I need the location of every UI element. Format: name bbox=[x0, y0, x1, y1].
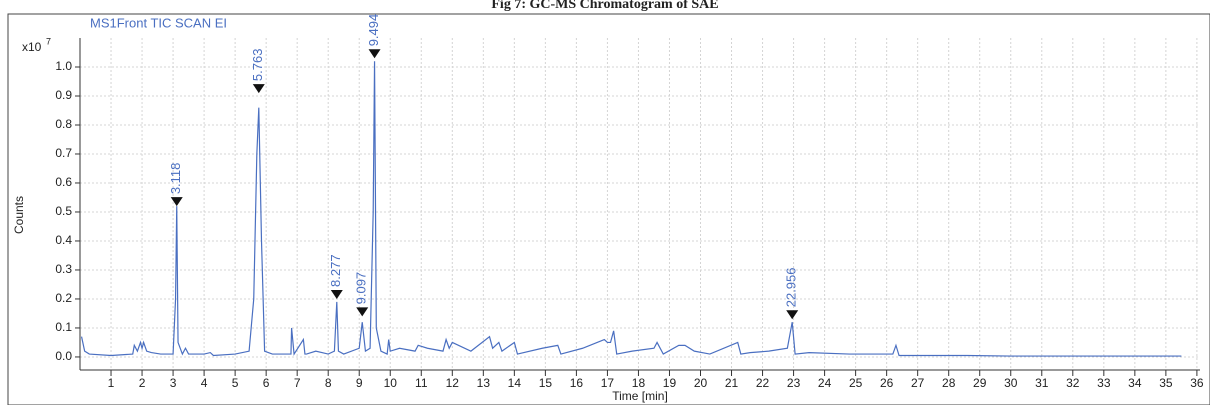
y-tick-label: 0.3 bbox=[55, 262, 72, 276]
x-tick-label: 33 bbox=[1097, 376, 1111, 390]
peak-label: 9.494 bbox=[366, 14, 381, 47]
peak-label: 9.097 bbox=[354, 272, 369, 305]
subtitle: MS1Front TIC SCAN EI bbox=[90, 15, 227, 30]
peak-marker bbox=[252, 84, 265, 94]
x-tick-label: 28 bbox=[942, 376, 956, 390]
peak-marker bbox=[356, 307, 369, 317]
x-tick-label: 9 bbox=[356, 376, 363, 390]
y-tick-label: 0.8 bbox=[55, 117, 72, 131]
x-tick-label: 25 bbox=[849, 376, 863, 390]
x-tick-label: 32 bbox=[1066, 376, 1080, 390]
y-tick-label: 0.9 bbox=[55, 88, 72, 102]
y-scale-exponent: 7 bbox=[46, 36, 51, 46]
trace-line bbox=[80, 61, 1182, 357]
x-tick-label: 13 bbox=[477, 376, 491, 390]
y-tick-label: 0.0 bbox=[55, 349, 72, 363]
peak-label: 5.763 bbox=[250, 49, 265, 82]
x-tick-label: 24 bbox=[818, 376, 832, 390]
x-tick-label: 4 bbox=[201, 376, 208, 390]
x-tick-label: 22 bbox=[756, 376, 770, 390]
y-axis-label: Counts bbox=[12, 196, 26, 234]
y-tick-label: 0.7 bbox=[55, 146, 72, 160]
x-tick-label: 34 bbox=[1128, 376, 1142, 390]
frame bbox=[7, 13, 1210, 405]
y-tick-label: 0.2 bbox=[55, 291, 72, 305]
x-tick-label: 5 bbox=[232, 376, 239, 390]
x-tick-label: 17 bbox=[601, 376, 615, 390]
y-tick-label: 1.0 bbox=[55, 59, 72, 73]
y-tick-label: 0.1 bbox=[55, 320, 72, 334]
y-tick-label: 0.5 bbox=[55, 204, 72, 218]
peak-marker bbox=[170, 197, 183, 207]
x-tick-label: 16 bbox=[570, 376, 584, 390]
x-tick-label: 7 bbox=[294, 376, 301, 390]
x-tick-label: 26 bbox=[880, 376, 894, 390]
x-tick-label: 8 bbox=[325, 376, 332, 390]
x-tick-label: 3 bbox=[170, 376, 177, 390]
x-tick-label: 2 bbox=[139, 376, 146, 390]
peak-marker bbox=[368, 49, 381, 59]
x-tick-label: 35 bbox=[1159, 376, 1173, 390]
x-tick-label: 20 bbox=[694, 376, 708, 390]
y-scale-base: x10 bbox=[22, 40, 42, 54]
x-tick-label: 10 bbox=[384, 376, 398, 390]
peak-marker bbox=[786, 310, 799, 320]
peak-label: 22.956 bbox=[784, 267, 799, 307]
y-tick-label: 0.6 bbox=[55, 175, 72, 189]
x-tick-label: 29 bbox=[973, 376, 987, 390]
x-tick-label: 11 bbox=[415, 376, 428, 390]
peak-label: 8.277 bbox=[328, 254, 343, 287]
x-tick-label: 14 bbox=[508, 376, 522, 390]
x-axis-label: Time [min] bbox=[612, 389, 668, 403]
x-tick-label: 30 bbox=[1004, 376, 1018, 390]
x-tick-label: 27 bbox=[911, 376, 925, 390]
x-tick-label: 36 bbox=[1190, 376, 1204, 390]
x-tick-label: 23 bbox=[787, 376, 801, 390]
x-tick-label: 31 bbox=[1035, 376, 1049, 390]
x-tick-label: 19 bbox=[663, 376, 677, 390]
x-tick-label: 12 bbox=[446, 376, 460, 390]
x-tick-label: 6 bbox=[263, 376, 270, 390]
x-tick-label: 15 bbox=[539, 376, 553, 390]
x-tick-label: 21 bbox=[725, 376, 739, 390]
chart-title: Fig 7: GC-MS Chromatogram of SAE bbox=[491, 0, 718, 12]
y-tick-label: 0.4 bbox=[55, 233, 72, 247]
peak-label: 3.118 bbox=[168, 163, 183, 195]
x-tick-label: 18 bbox=[632, 376, 646, 390]
peak-marker bbox=[330, 289, 343, 299]
x-tick-label: 1 bbox=[108, 376, 115, 390]
